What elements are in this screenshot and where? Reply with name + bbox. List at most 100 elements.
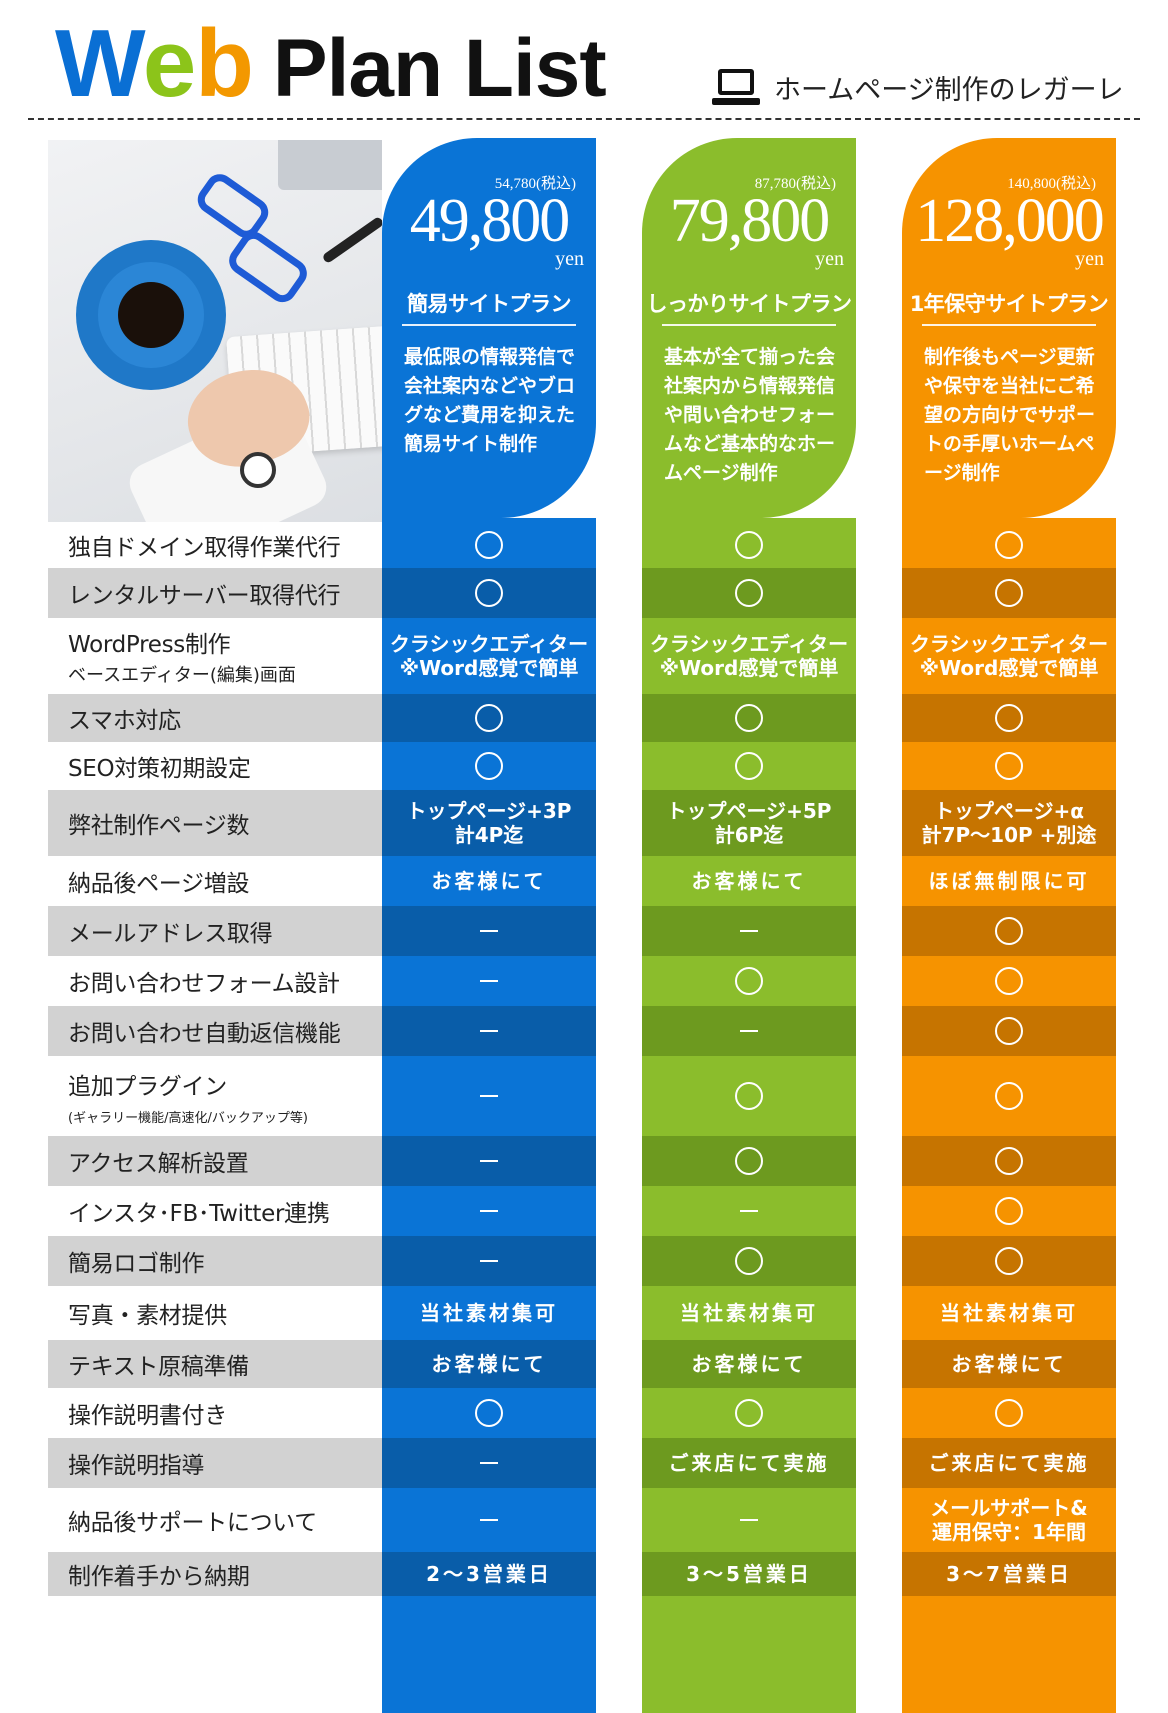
plan-2-value xyxy=(642,956,856,1006)
plan-2-value: ご来店にて実施 xyxy=(642,1438,856,1488)
cell-text: お客様にて xyxy=(951,1352,1067,1376)
row-label-cell: SEO対策初期設定 xyxy=(48,742,382,790)
included-circle-icon xyxy=(995,579,1023,607)
plan-1-value xyxy=(382,522,596,568)
not-included-dash-icon xyxy=(740,1519,758,1521)
table-row: 制作着手から納期 2〜3営業日 3〜5営業日 3〜7営業日 xyxy=(48,1552,1120,1596)
row-label: WordPress制作 xyxy=(68,632,231,658)
row-label: 写真・素材提供 xyxy=(68,1303,227,1329)
plan-3-value xyxy=(902,694,1116,742)
plan-description: 制作後もページ更新や保守を当社にご希望の方向けでサポートの手厚いホームページ制作 xyxy=(924,346,1096,484)
cell-text: 3〜5営業日 xyxy=(686,1562,812,1586)
plan-3-value xyxy=(902,1186,1116,1236)
plan-1-value xyxy=(382,956,596,1006)
row-label: メールアドレス取得 xyxy=(68,921,273,947)
cell-text: メールサポート& xyxy=(930,1496,1088,1520)
row-label-cell: アクセス解析設置 xyxy=(48,1136,382,1186)
plan-name: 簡易サイトプラン xyxy=(407,292,572,316)
row-label: インスタ･FB･Twitter連携 xyxy=(68,1201,330,1227)
row-label: 納品後ページ増設 xyxy=(68,871,250,897)
row-label-cell: 追加プラグイン (ギャラリー機能/高速化/バックアップ等) xyxy=(48,1056,382,1136)
table-row: 簡易ロゴ制作 xyxy=(48,1236,1120,1286)
row-label-cell: お問い合わせフォーム設計 xyxy=(48,956,382,1006)
plan-1-value: クラシックエディター ※Word感覚で簡単 xyxy=(382,618,596,694)
row-label: 追加プラグイン xyxy=(68,1073,227,1100)
row-label: 操作説明指導 xyxy=(68,1453,205,1479)
plan-1-value xyxy=(382,1236,596,1286)
plan-3-value xyxy=(902,522,1116,568)
plan-3-value xyxy=(902,1136,1116,1186)
included-circle-icon xyxy=(995,752,1023,780)
plan-3-value: トップページ+α 計7P〜10P +別途 xyxy=(902,790,1116,856)
cell-text: ご来店にて実施 xyxy=(668,1451,830,1475)
row-label: 操作説明書付き xyxy=(68,1403,227,1429)
row-label-cell: 操作説明書付き xyxy=(48,1388,382,1438)
row-label-cell: 独自ドメイン取得作業代行 xyxy=(48,522,382,568)
table-row: WordPress制作 ベースエディター(編集)画面 クラシックエディター ※Word… xyxy=(48,618,1120,694)
plan-2-value xyxy=(642,568,856,618)
cell-text: 計6P迄 xyxy=(714,823,784,847)
title-letter-e: e xyxy=(142,10,196,117)
included-circle-icon xyxy=(995,1197,1023,1225)
included-circle-icon xyxy=(735,1247,763,1275)
table-row: SEO対策初期設定 xyxy=(48,742,1120,790)
title-letter-w: W xyxy=(55,10,144,117)
included-circle-icon xyxy=(475,1399,503,1427)
included-circle-icon xyxy=(735,704,763,732)
included-circle-icon xyxy=(995,1147,1023,1175)
plan-1-value xyxy=(382,1056,596,1136)
cell-text: クラシックエディター xyxy=(649,632,849,656)
row-label: お問い合わせフォーム設計 xyxy=(68,971,340,997)
cell-text: お客様にて xyxy=(691,1352,807,1376)
row-label-cell: WordPress制作ベースエディター(編集)画面 xyxy=(48,618,382,694)
row-label: スマホ対応 xyxy=(68,708,181,734)
plan-price: 128,000 xyxy=(915,187,1105,255)
plan-price-unit: yen xyxy=(1075,248,1104,270)
row-label-cell: 納品後サポートについて xyxy=(48,1488,382,1552)
not-included-dash-icon xyxy=(740,1210,758,1212)
feature-table: 独自ドメイン取得作業代行 レンタルサーバー取得代行 WordPress制作 ベースエデ… xyxy=(48,522,1120,1596)
plan-2-value: 当社素材集可 xyxy=(642,1286,856,1340)
row-label: テキスト原稿準備 xyxy=(68,1354,249,1380)
plan-name: しっかりサイトプラン xyxy=(646,292,853,316)
cell-text: 運用保守：1年間 xyxy=(932,1520,1086,1544)
plan-2-value: トップページ+5P 計6P迄 xyxy=(642,790,856,856)
plan-price: 49,800 xyxy=(409,187,571,255)
not-included-dash-icon xyxy=(480,1030,498,1032)
plan-3-value: お客様にて xyxy=(902,1340,1116,1388)
plan-price: 79,800 xyxy=(669,187,831,255)
row-sublabel: ベースエディター(編集)画面 xyxy=(68,665,296,686)
plan-3-value: クラシックエディター ※Word感覚で簡単 xyxy=(902,618,1116,694)
plan-tax-price: 54,780(税込) xyxy=(494,176,576,192)
not-included-dash-icon xyxy=(480,980,498,982)
table-row: 操作説明書付き xyxy=(48,1388,1120,1438)
cell-text: トップページ+5P xyxy=(666,799,832,823)
cell-text: 当社素材集可 xyxy=(680,1301,818,1325)
cell-text: トップページ+3P xyxy=(406,799,572,823)
plan-3-value xyxy=(902,1236,1116,1286)
included-circle-icon xyxy=(995,531,1023,559)
included-circle-icon xyxy=(995,704,1023,732)
brand-name: ホームページ制作のレガーレ xyxy=(774,75,1124,106)
row-label-cell: 納品後ページ増設 xyxy=(48,856,382,906)
cell-text: ※Word感覚で簡単 xyxy=(919,656,1099,680)
plan-price-unit: yen xyxy=(815,248,844,270)
plan-1-value xyxy=(382,1136,596,1186)
table-row: 独自ドメイン取得作業代行 xyxy=(48,522,1120,568)
plan-3-value xyxy=(902,1056,1116,1136)
included-circle-icon xyxy=(995,917,1023,945)
plan-2-value xyxy=(642,742,856,790)
plan-description: 基本が全て揃った会社案内から情報発信や問い合わせフォームなど基本的なホームページ… xyxy=(664,346,836,484)
plan-divider xyxy=(662,324,836,326)
included-circle-icon xyxy=(475,704,503,732)
included-circle-icon xyxy=(735,1082,763,1110)
cell-text: ほぼ無制限に可 xyxy=(928,869,1090,893)
included-circle-icon xyxy=(475,579,503,607)
plan-1-value: お客様にて xyxy=(382,856,596,906)
not-included-dash-icon xyxy=(480,930,498,932)
table-row: 弊社制作ページ数 トップページ+3P 計4P迄 トップページ+5P 計6P迄 トップページ… xyxy=(48,790,1120,856)
included-circle-icon xyxy=(735,752,763,780)
plan-2-value xyxy=(642,1236,856,1286)
plan-tax-price: 140,800(税込) xyxy=(1007,176,1096,192)
cell-text: 計4P迄 xyxy=(454,823,524,847)
